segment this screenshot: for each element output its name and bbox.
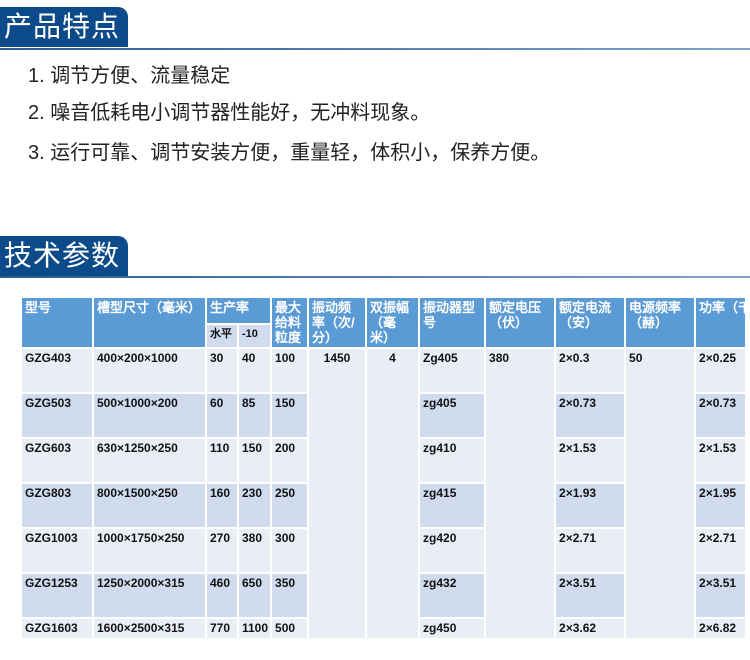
header-power: 功率（千瓦） bbox=[694, 296, 745, 349]
header-current: 额定电流（安） bbox=[554, 296, 627, 349]
divider bbox=[0, 276, 750, 278]
cell-vibrator: zg432 bbox=[418, 572, 487, 619]
cell-current: 2×3.62 bbox=[554, 617, 627, 638]
subheader-horizontal: 水平 bbox=[205, 323, 239, 349]
cell-capacity-minus10: 85 bbox=[236, 392, 273, 439]
feature-item: 3. 运行可靠、调节安装方便，重量轻，体积小，保养方便。 bbox=[28, 142, 551, 164]
cell-frequency: 1450 bbox=[307, 347, 368, 638]
header-frequency: 振动频率（次/分） bbox=[307, 296, 368, 349]
header-capacity: 生产率 bbox=[204, 296, 273, 325]
cell-power: 2×1.53 bbox=[694, 437, 745, 484]
cell-capacity-minus10: 40 bbox=[236, 347, 273, 394]
cell-capacity-minus10: 380 bbox=[236, 527, 273, 574]
cell-power: 2×6.82 bbox=[694, 617, 745, 638]
cell-size: 1250×2000×315 bbox=[92, 572, 207, 619]
cell-current: 2×1.93 bbox=[554, 482, 627, 529]
section-title-features: 产品特点 bbox=[0, 7, 129, 47]
cell-size: 630×1250×250 bbox=[92, 437, 207, 484]
cell-max-size: 250 bbox=[270, 482, 310, 529]
table-row: GZG803 800×1500×250 160 230 250 zg415 2×1.93 2×… bbox=[20, 482, 745, 529]
cell-model: GZG1003 bbox=[20, 527, 94, 574]
cell-capacity-horizontal: 270 bbox=[205, 527, 239, 574]
cell-amplitude: 4 bbox=[365, 347, 421, 638]
cell-model: GZG503 bbox=[20, 392, 94, 439]
cell-current: 2×0.3 bbox=[554, 347, 627, 394]
header-model: 型号 bbox=[20, 296, 94, 349]
spec-table: 型号 槽型尺寸（毫米） 生产率 最大给料粒度 振动频率（次/分） 双振幅（毫米）… bbox=[20, 296, 745, 638]
cell-model: GZG1253 bbox=[20, 572, 94, 619]
cell-max-size: 300 bbox=[270, 527, 310, 574]
cell-max-size: 100 bbox=[270, 347, 310, 394]
cell-max-size: 350 bbox=[270, 572, 310, 619]
header-size: 槽型尺寸（毫米） bbox=[92, 296, 207, 349]
cell-vibrator: zg405 bbox=[418, 392, 487, 439]
header-voltage: 额定电压（伏） bbox=[484, 296, 557, 349]
cell-capacity-minus10: 230 bbox=[236, 482, 273, 529]
cell-size: 400×200×1000 bbox=[92, 347, 207, 394]
cell-capacity-horizontal: 30 bbox=[205, 347, 239, 394]
table-row: GZG1603 1600×2500×315 770 1100 500 zg450 2×3.6… bbox=[20, 617, 745, 638]
feature-item: 1. 调节方便、流量稳定 bbox=[28, 65, 231, 87]
table-row: GZG1253 1250×2000×315 460 650 350 zg432 2×3.51… bbox=[20, 572, 745, 619]
cell-model: GZG403 bbox=[20, 347, 94, 394]
cell-size: 1000×1750×250 bbox=[92, 527, 207, 574]
cell-current: 2×2.71 bbox=[554, 527, 627, 574]
cell-current: 2×0.73 bbox=[554, 392, 627, 439]
cell-size: 800×1500×250 bbox=[92, 482, 207, 529]
cell-size: 1600×2500×315 bbox=[92, 617, 207, 638]
cell-capacity-horizontal: 60 bbox=[205, 392, 239, 439]
cell-model: GZG1603 bbox=[20, 617, 94, 638]
subheader-minus10: -10 bbox=[236, 323, 273, 349]
cell-voltage: 380 bbox=[484, 347, 557, 638]
cell-capacity-minus10: 150 bbox=[236, 437, 273, 484]
cell-capacity-horizontal: 460 bbox=[205, 572, 239, 619]
header-power-frequency: 电源频率（赫） bbox=[624, 296, 697, 349]
cell-power: 2×3.51 bbox=[694, 572, 745, 619]
table-row: GZG403 400×200×1000 30 40 100 1450 4 Zg405 380 2×… bbox=[20, 347, 745, 638]
cell-capacity-minus10: 650 bbox=[236, 572, 273, 619]
feature-item: 2. 噪音低耗电小调节器性能好，无冲料现象。 bbox=[28, 102, 431, 124]
table-row: GZG1003 1000×1750×250 270 380 300 zg420 2×2.71… bbox=[20, 527, 745, 574]
cell-power: 2×1.95 bbox=[694, 482, 745, 529]
table-row: GZG503 500×1000×200 60 85 150 zg405 2×0.73 2×0.… bbox=[20, 392, 745, 439]
cell-vibrator: zg450 bbox=[418, 617, 487, 638]
cell-vibrator: zg420 bbox=[418, 527, 487, 574]
cell-vibrator: zg410 bbox=[418, 437, 487, 484]
cell-vibrator: zg415 bbox=[418, 482, 487, 529]
cell-max-size: 150 bbox=[270, 392, 310, 439]
header-amplitude: 双振幅（毫米） bbox=[365, 296, 421, 349]
cell-power: 2×2.71 bbox=[694, 527, 745, 574]
cell-model: GZG803 bbox=[20, 482, 94, 529]
section-title-specs: 技术参数 bbox=[0, 236, 129, 276]
cell-max-size: 500 bbox=[270, 617, 310, 638]
cell-max-size: 200 bbox=[270, 437, 310, 484]
cell-power: 2×0.73 bbox=[694, 392, 745, 439]
cell-model: GZG603 bbox=[20, 437, 94, 484]
cell-size: 500×1000×200 bbox=[92, 392, 207, 439]
cell-vibrator: Zg405 bbox=[418, 347, 487, 394]
cell-power-frequency: 50 bbox=[624, 347, 697, 638]
cell-capacity-horizontal: 770 bbox=[205, 617, 239, 638]
cell-capacity-minus10: 1100 bbox=[236, 617, 273, 638]
table-row: GZG603 630×1250×250 110 150 200 zg410 2×1.53 2×… bbox=[20, 437, 745, 484]
cell-capacity-horizontal: 110 bbox=[205, 437, 239, 484]
header-vibrator: 振动器型号 bbox=[418, 296, 487, 349]
cell-current: 2×3.51 bbox=[554, 572, 627, 619]
header-max-size: 最大给料粒度 bbox=[270, 296, 310, 349]
cell-capacity-horizontal: 160 bbox=[205, 482, 239, 529]
cell-current: 2×1.53 bbox=[554, 437, 627, 484]
divider bbox=[0, 48, 750, 50]
cell-power: 2×0.25 bbox=[694, 347, 745, 394]
